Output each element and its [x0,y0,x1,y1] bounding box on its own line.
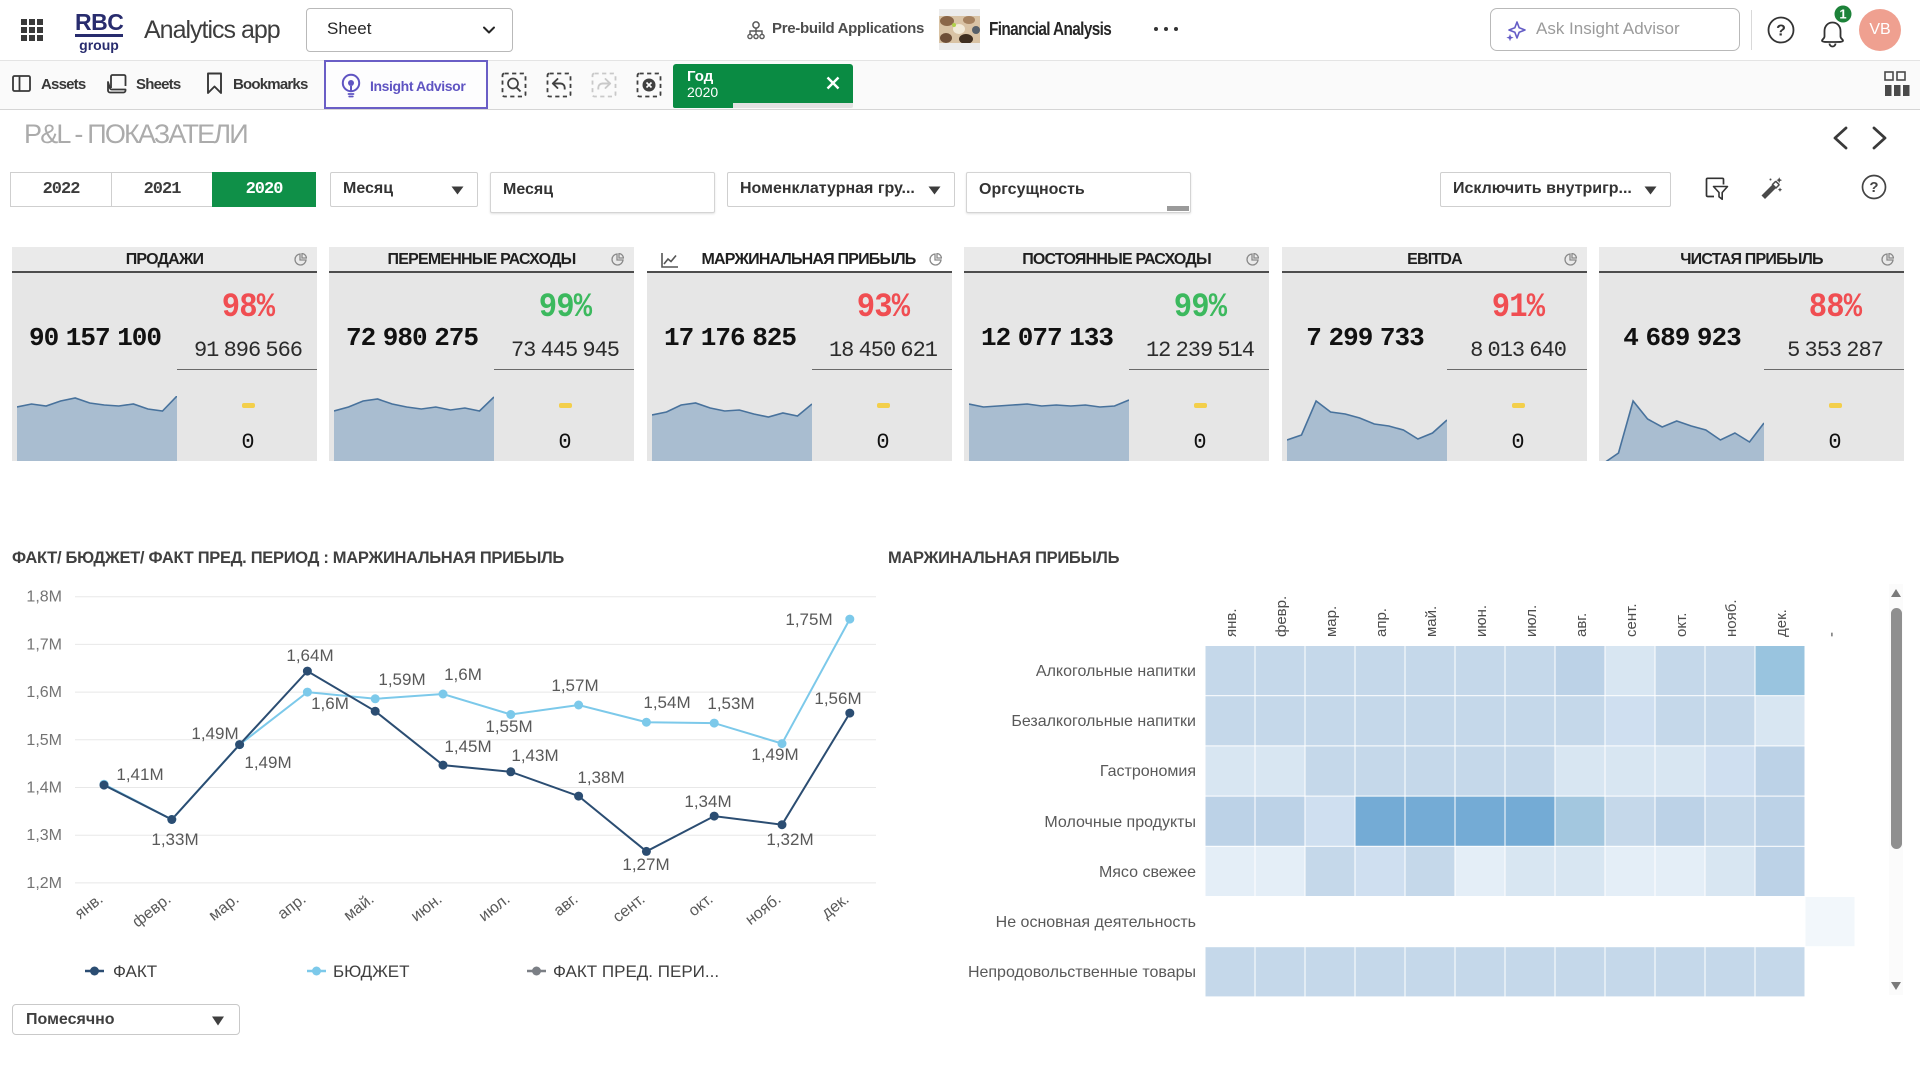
svg-text:1,56M: 1,56M [814,689,861,708]
svg-text:1,33M: 1,33M [151,830,198,849]
svg-text:1,55M: 1,55M [485,717,532,736]
svg-text:1,59M: 1,59M [378,670,425,689]
svg-text:май.: май. [341,891,378,925]
svg-text:1,6M: 1,6M [444,665,482,684]
svg-text:1,64M: 1,64M [286,646,333,665]
svg-text:1,2M: 1,2M [26,875,62,892]
svg-text:июн.: июн. [408,891,445,925]
svg-text:1,34M: 1,34M [684,792,731,811]
svg-text:1,38M: 1,38M [577,768,624,787]
svg-text:1,49M: 1,49M [244,753,291,772]
svg-text:авг.: авг. [1573,613,1590,637]
svg-text:1,6M: 1,6M [26,684,62,701]
svg-text:БЮДЖЕТ: БЮДЖЕТ [333,962,410,981]
svg-text:февр.: февр. [129,891,174,931]
svg-text:1,49M: 1,49M [751,745,798,764]
svg-text:янв.: янв. [72,891,106,923]
svg-text:июл.: июл. [1523,605,1540,637]
svg-text:1,75M: 1,75M [785,610,832,629]
svg-text:1,3M: 1,3M [26,827,62,844]
svg-text:май.: май. [1423,606,1440,637]
svg-text:мар.: мар. [206,891,243,925]
svg-text:апр.: апр. [275,891,310,923]
svg-text:1: 1 [1839,7,1846,22]
svg-text:-: - [1823,632,1840,637]
svg-text:сент.: сент. [1623,603,1640,637]
svg-text:1,54M: 1,54M [643,693,690,712]
svg-text:Мясо свежее: Мясо свежее [1099,864,1196,881]
svg-text:1,8M: 1,8M [26,589,62,606]
svg-text:февр.: февр. [1273,596,1290,637]
svg-text:июн.: июн. [1473,605,1490,637]
svg-text:Алкогольные напитки: Алкогольные напитки [1036,663,1196,680]
svg-text:Гастрономия: Гастрономия [1100,763,1196,780]
svg-text:авг.: авг. [551,891,582,920]
svg-text:1,4M: 1,4M [26,780,62,797]
svg-text:1,27M: 1,27M [622,855,669,874]
svg-text:Не основная деятельность: Не основная деятельность [996,914,1196,931]
svg-text:ФАКТ: ФАКТ [113,962,157,981]
svg-text:Безалкогольные напитки: Безалкогольные напитки [1011,713,1196,730]
svg-text:?: ? [1869,179,1878,196]
svg-text:1,45M: 1,45M [444,737,491,756]
svg-text:янв.: янв. [1223,608,1240,637]
svg-text:июл.: июл. [476,891,514,926]
svg-text:1,53M: 1,53M [707,694,754,713]
svg-text:1,57M: 1,57M [551,676,598,695]
svg-text:1,49M: 1,49M [191,724,238,743]
svg-text:мар.: мар. [1323,606,1340,637]
svg-text:окт.: окт. [685,891,716,920]
svg-text:1,32M: 1,32M [766,830,813,849]
svg-text:нояб.: нояб. [742,891,784,929]
svg-text:1,41M: 1,41M [116,765,163,784]
svg-text:ФАКТ ПРЕД. ПЕРИ...: ФАКТ ПРЕД. ПЕРИ... [553,962,719,981]
svg-text:нояб.: нояб. [1723,599,1740,637]
svg-text:1,43M: 1,43M [511,746,558,765]
svg-text:дек.: дек. [1773,609,1790,637]
svg-text:Непродовольственные товары: Непродовольственные товары [968,964,1196,981]
svg-text:1,5M: 1,5M [26,732,62,749]
svg-text:Молочные продукты: Молочные продукты [1044,814,1196,831]
svg-text:?: ? [1776,23,1786,40]
svg-text:апр.: апр. [1373,608,1390,637]
svg-text:дек.: дек. [819,891,853,923]
svg-text:сент.: сент. [610,891,649,926]
svg-text:окт.: окт. [1673,613,1690,637]
svg-text:1,6M: 1,6M [311,694,349,713]
svg-text:1,7M: 1,7M [26,636,62,653]
